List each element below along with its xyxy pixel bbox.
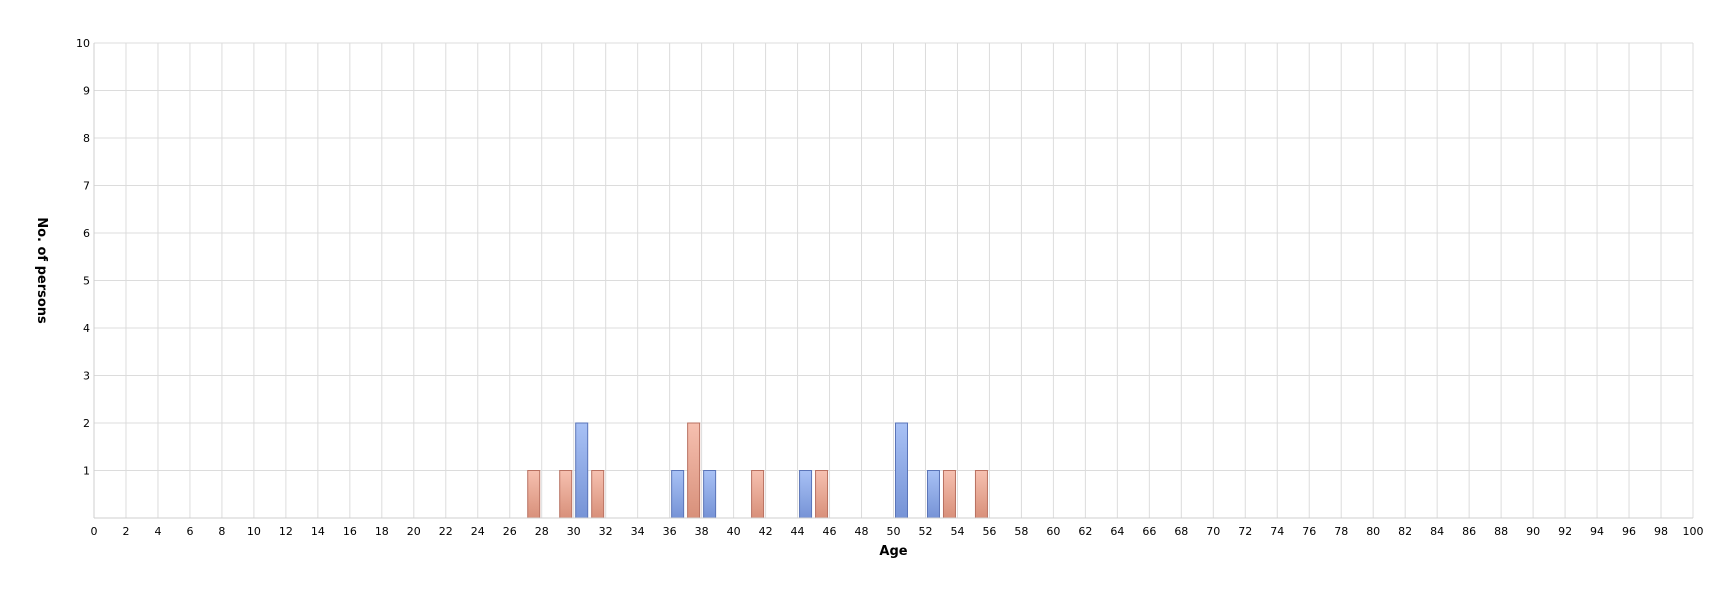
- bar: [974, 470, 988, 519]
- x-tick-label: 26: [503, 525, 517, 538]
- x-tick-label: 62: [1078, 525, 1092, 538]
- x-tick-label: 14: [311, 525, 325, 538]
- x-tick-label: 2: [122, 525, 129, 538]
- bar: [703, 470, 717, 519]
- x-tick-label: 22: [439, 525, 453, 538]
- y-tick-label: 6: [83, 227, 90, 240]
- x-tick-label: 58: [1014, 525, 1028, 538]
- x-tick-label: 0: [91, 525, 98, 538]
- gridlines: [94, 42, 1694, 518]
- y-tick-label: 2: [83, 417, 90, 430]
- x-tick-label: 72: [1238, 525, 1252, 538]
- bar: [527, 470, 541, 519]
- y-tick-label: 10: [76, 37, 90, 50]
- x-tick-label: 64: [1110, 525, 1124, 538]
- x-tick-label: 84: [1430, 525, 1444, 538]
- bars: [527, 422, 988, 519]
- x-tick-label: 34: [631, 525, 645, 538]
- x-tick-label: 44: [791, 525, 805, 538]
- bar: [895, 422, 908, 519]
- x-tick-label: 4: [154, 525, 161, 538]
- x-tick-label: 20: [407, 525, 421, 538]
- axes: [93, 43, 1693, 519]
- bar: [751, 470, 765, 519]
- y-tick-label: 7: [83, 180, 90, 193]
- x-tick-label: 90: [1526, 525, 1540, 538]
- x-tick-label: 50: [887, 525, 901, 538]
- y-tick-label: 5: [83, 275, 90, 288]
- x-tick-label: 96: [1622, 525, 1636, 538]
- x-tick-label: 70: [1206, 525, 1220, 538]
- x-tick-label: 18: [375, 525, 389, 538]
- x-tick-label: 66: [1142, 525, 1156, 538]
- x-tick-label: 74: [1270, 525, 1284, 538]
- x-tick-label: 68: [1174, 525, 1188, 538]
- x-tick-label: 92: [1558, 525, 1572, 538]
- bar: [926, 470, 940, 519]
- x-tick-label: 48: [855, 525, 869, 538]
- x-tick-label: 10: [247, 525, 261, 538]
- bar: [591, 470, 605, 519]
- x-tick-label: 40: [727, 525, 741, 538]
- x-tick-label: 98: [1654, 525, 1668, 538]
- bar: [671, 470, 685, 519]
- x-tick-label: 32: [599, 525, 613, 538]
- x-tick-label: 76: [1302, 525, 1316, 538]
- x-tick-label: 24: [471, 525, 485, 538]
- x-tick-label: 80: [1366, 525, 1380, 538]
- y-tick-label: 9: [83, 85, 90, 98]
- x-tick-label: 16: [343, 525, 357, 538]
- y-tick-label: 8: [83, 132, 90, 145]
- x-tick-label: 60: [1046, 525, 1060, 538]
- y-axis-title: No. of persons: [34, 217, 49, 324]
- bar: [687, 422, 701, 519]
- x-tick-label: 100: [1683, 525, 1704, 538]
- x-tick-label: 52: [918, 525, 932, 538]
- x-tick-label: 54: [950, 525, 964, 538]
- x-tick-label: 42: [759, 525, 773, 538]
- x-tick-label: 6: [186, 525, 193, 538]
- x-tick-label: 94: [1590, 525, 1604, 538]
- bar: [575, 422, 589, 519]
- x-axis-title: Age: [879, 544, 907, 559]
- x-tick-label: 38: [695, 525, 709, 538]
- y-tick-label: 3: [83, 370, 90, 383]
- x-tick-label: 36: [663, 525, 677, 538]
- x-tick-label: 12: [279, 525, 293, 538]
- bar: [942, 470, 956, 519]
- x-tick-label: 8: [218, 525, 225, 538]
- y-tick-labels: 1 2 3 4 5 6 7 8 9 10: [76, 37, 90, 478]
- x-tick-label: 88: [1494, 525, 1508, 538]
- y-tick-label: 4: [83, 322, 90, 335]
- x-tick-label: 86: [1462, 525, 1476, 538]
- bar: [799, 470, 813, 519]
- x-tick-label: 46: [823, 525, 837, 538]
- x-tick-label: 28: [535, 525, 549, 538]
- bar: [559, 470, 573, 519]
- y-tick-label: 1: [83, 465, 90, 478]
- x-tick-label: 82: [1398, 525, 1412, 538]
- x-tick-label: 78: [1334, 525, 1348, 538]
- x-tick-labels: 0 2 4 6 8 10 12 14 16 18 20 22 24 26 28 30 32 34 36 38 40 42 4…: [91, 525, 1704, 538]
- bar: [815, 470, 829, 519]
- x-tick-label: 30: [567, 525, 581, 538]
- x-tick-label: 56: [982, 525, 996, 538]
